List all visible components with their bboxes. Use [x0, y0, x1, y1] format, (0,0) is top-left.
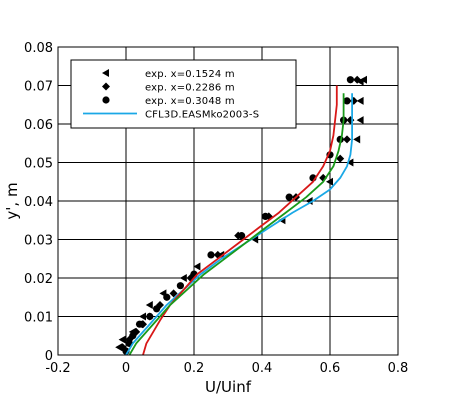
series-3: [125, 93, 354, 356]
legend-label-3: CFL3D.EASMko2003-S: [145, 110, 259, 121]
x-tick-label: -0.2: [45, 361, 70, 376]
data-point: [360, 75, 367, 84]
x-tick-label: 0.6: [320, 361, 341, 376]
data-point: [145, 300, 153, 309]
legend: exp. x=0.1524 m exp. x=0.2286 m exp. x=0.3…: [70, 59, 297, 129]
legend-label-0: exp. x=0.1524 m: [145, 69, 235, 80]
y-axis-title: y', m: [3, 182, 21, 219]
data-point: [176, 282, 184, 290]
plot-frame: [57, 46, 399, 356]
data-point: [326, 177, 333, 186]
data-point: [146, 312, 154, 321]
data-point: [179, 274, 187, 282]
y-tick-label: 0.06: [24, 118, 53, 133]
y-tick-label: 0.05: [24, 157, 53, 172]
data-point: [163, 293, 171, 301]
data-point: [139, 312, 146, 321]
y-tick-label: 0.02: [24, 272, 53, 287]
x-tick-label: 0: [122, 361, 130, 376]
data-point: [353, 135, 361, 144]
data-point: [238, 232, 246, 240]
x-tick-label: 0.4: [252, 361, 273, 376]
data-point: [118, 335, 126, 344]
data-point: [353, 75, 362, 84]
data-point: [356, 116, 364, 125]
legend-label-1: exp. x=0.2286 m: [145, 83, 235, 94]
y-tick-label: 0.01: [24, 311, 53, 326]
data-point: [129, 332, 137, 340]
data-point: [343, 135, 351, 144]
y-tick-label: 0.04: [24, 195, 53, 210]
data-point: [346, 76, 354, 84]
data-point: [343, 97, 351, 105]
legend-symbol-2: [102, 96, 110, 104]
y-tick-label: 0.08: [24, 41, 53, 56]
legend-marker: [102, 82, 110, 91]
y-tick-label: 0.07: [24, 80, 53, 95]
y-tick-label: 0.03: [24, 234, 53, 249]
series-5: [128, 93, 345, 356]
legend-symbol-1: [102, 82, 110, 91]
series-4: [142, 85, 338, 356]
legend-symbol-0: [102, 69, 109, 77]
data-point: [153, 305, 161, 313]
data-point: [251, 235, 259, 244]
data-point: [261, 212, 269, 220]
data-point: [136, 320, 144, 328]
legend-label-2: exp. x=0.3048 m: [145, 96, 235, 107]
data-point: [346, 158, 354, 167]
data-point: [207, 251, 215, 259]
plot-series: [115, 75, 367, 356]
series-line-3: [125, 93, 354, 356]
legend-marker: [102, 96, 110, 104]
data-point: [193, 262, 201, 271]
x-axis-title: U/Uinf: [205, 378, 252, 396]
legend-marker: [102, 69, 109, 77]
series-line-5: [128, 93, 345, 356]
x-tick-label: 0.8: [388, 361, 409, 376]
data-point: [356, 96, 364, 105]
series-line-4: [142, 85, 338, 356]
x-tick-label: 0.2: [184, 361, 205, 376]
y-tick-label: 0: [45, 349, 53, 364]
axis-ticks: -0.2 0 0.2 0.4 0.6 0.800.010.020.030.040.050.…: [24, 41, 408, 376]
data-point: [285, 193, 293, 201]
data-point: [336, 154, 345, 163]
data-point: [169, 289, 178, 298]
